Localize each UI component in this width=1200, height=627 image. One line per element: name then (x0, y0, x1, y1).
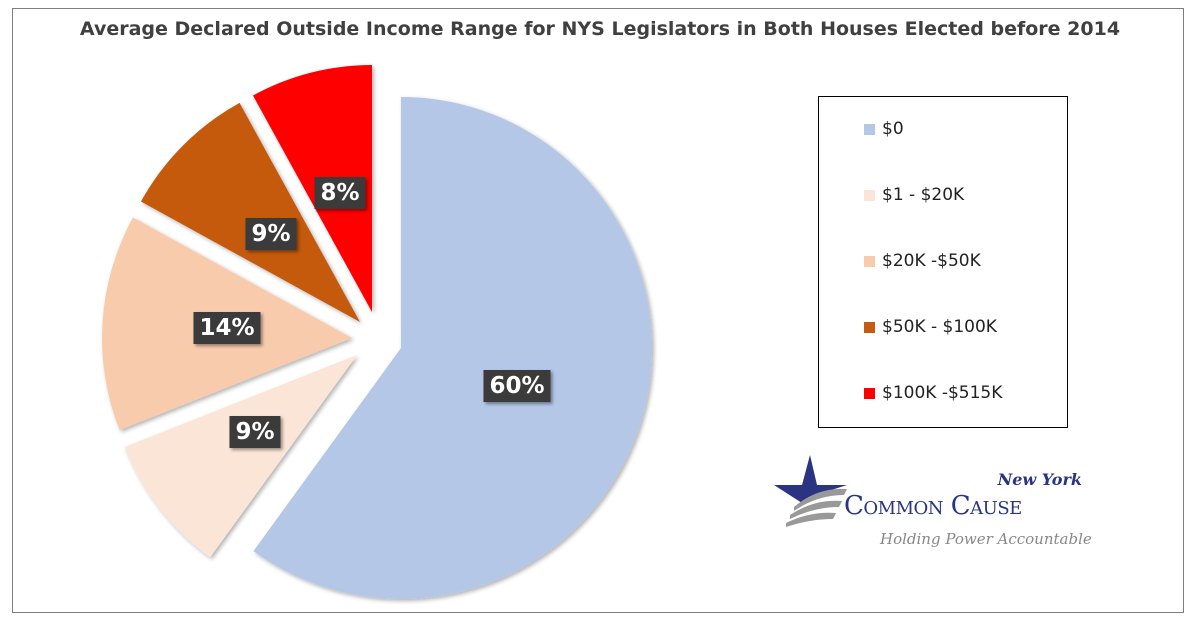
chart-title: Average Declared Outside Income Range fo… (79, 18, 1121, 40)
common-cause-logo: New York Common Cause Holding Power Acco… (772, 455, 1092, 555)
legend-swatch (864, 189, 875, 201)
star-icon (774, 455, 847, 527)
data-label: 9% (229, 416, 281, 448)
legend-label: $100K -$515K (882, 383, 1003, 403)
pie-slice-1 (124, 355, 357, 558)
legend-swatch (864, 321, 875, 333)
data-label: 9% (245, 218, 297, 250)
legend-item: $20K -$50K (864, 251, 981, 271)
legend-item: $0 (864, 119, 904, 139)
pie-slice-0 (253, 97, 652, 599)
logo-region: New York (997, 470, 1082, 489)
legend-swatch (864, 255, 875, 267)
legend-swatch (864, 387, 875, 399)
data-label: 60% (483, 370, 551, 402)
logo-tagline: Holding Power Accountable (880, 530, 1092, 548)
pie-slice-4 (253, 65, 372, 312)
legend-item: $50K - $100K (864, 317, 997, 337)
pie-slice-3 (140, 102, 360, 322)
legend: $0 $1 - $20K $20K -$50K $50K - $100K $100K -… (818, 96, 1068, 428)
legend-swatch (864, 123, 875, 135)
legend-label: $50K - $100K (882, 317, 997, 337)
data-label: 8% (314, 177, 366, 209)
legend-label: $20K -$50K (882, 251, 981, 271)
legend-item: $1 - $20K (864, 185, 964, 205)
logo-name: Common Cause (844, 491, 1022, 521)
legend-item: $100K -$515K (864, 383, 1002, 403)
legend-label: $1 - $20K (882, 185, 965, 205)
legend-label: $0 (882, 119, 904, 139)
chart-border (12, 8, 1184, 613)
data-label: 14% (193, 312, 261, 344)
